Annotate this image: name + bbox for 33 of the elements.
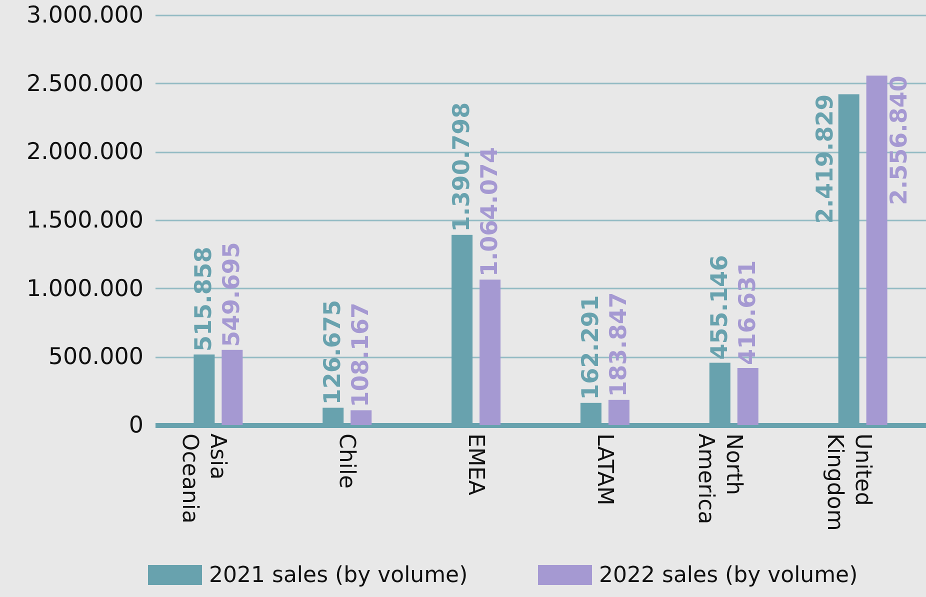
data-label: 126.675 — [320, 300, 346, 405]
data-label: 1.390.798 — [449, 102, 476, 232]
data-label: 1.064.074 — [477, 147, 504, 277]
legend-label: 2021 sales (by volume) — [209, 563, 468, 588]
x-tick-label: North America — [692, 434, 746, 524]
x-tick-label: United Kingdom — [822, 434, 875, 531]
y-tick-label: 500.000 — [48, 344, 144, 370]
y-tick-label: 0 — [128, 412, 144, 438]
bar — [737, 368, 758, 425]
legend-label: 2022 sales (by volume) — [599, 563, 858, 588]
bar — [480, 280, 501, 425]
bar — [222, 350, 243, 425]
y-tick-label: 3.000.000 — [26, 2, 144, 28]
data-label: 515.858 — [191, 246, 218, 352]
y-tick-label: 1.000.000 — [26, 276, 144, 302]
data-label: 2.419.829 — [812, 94, 838, 224]
x-tick-label: Asia Oceania — [177, 434, 230, 524]
y-tick-label: 2.500.000 — [26, 70, 144, 97]
bar — [608, 400, 630, 425]
data-label: 455.146 — [706, 255, 733, 360]
x-tick-label: EMEA — [463, 434, 488, 496]
y-tick-label: 2.000.000 — [26, 139, 144, 166]
data-label: 549.695 — [219, 242, 246, 347]
data-label: 2.556.840 — [886, 76, 912, 206]
x-tick-label: Chile — [334, 434, 360, 489]
data-label: 183.847 — [606, 292, 632, 397]
x-tick-label: LATAM — [592, 434, 617, 506]
y-tick-label: 1.500.000 — [26, 208, 144, 234]
data-label: 108.167 — [348, 302, 374, 408]
data-label: 162.291 — [578, 295, 604, 400]
bar — [866, 76, 888, 425]
data-label: 416.631 — [734, 260, 761, 366]
bar — [350, 410, 372, 425]
